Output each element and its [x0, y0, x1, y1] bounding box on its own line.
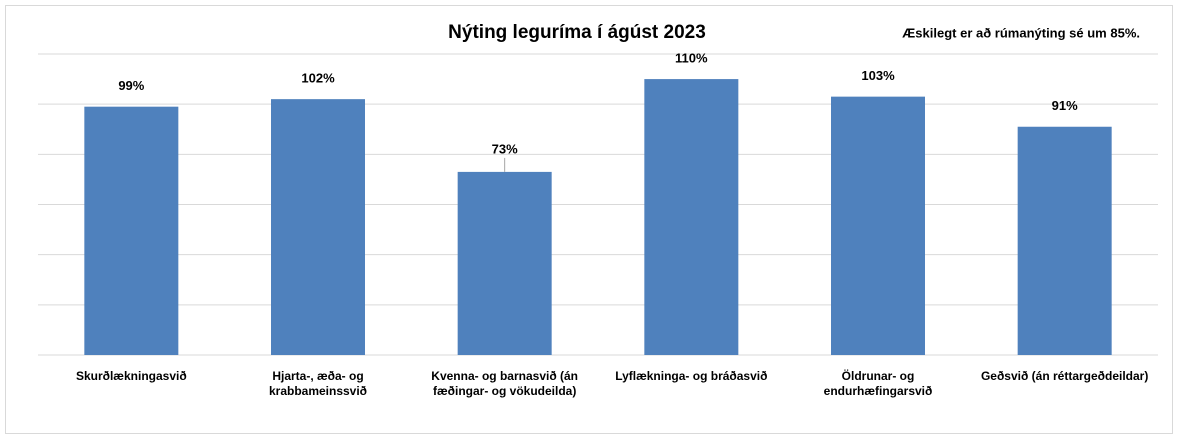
x-tick-label: Skurðlækningasvið	[75, 369, 187, 383]
bar	[457, 171, 552, 355]
x-tick-label: Geðsvið (án réttargeðdeildar)	[980, 369, 1149, 383]
data-label: 110%	[675, 51, 708, 66]
annotation: Æskilegt er að rúmanýting sé um 85%.	[902, 25, 1140, 40]
bar	[644, 79, 739, 355]
x-tick-label: Öldrunar- og endurhæfingarsvið	[823, 369, 933, 398]
bar	[84, 106, 179, 355]
x-tick-label: Kvenna- og barnasvið (án fæðingar- og vö…	[431, 369, 578, 398]
x-tick-label: Hjarta-, æða- og krabbameinssvið	[268, 369, 368, 398]
bar	[1017, 126, 1112, 355]
data-label: 99%	[118, 78, 144, 93]
data-label: 91%	[1052, 98, 1078, 113]
data-label: 103%	[861, 68, 895, 83]
chart-title: Nýting leguríma í ágúst 2023	[448, 22, 706, 43]
chart-border	[5, 5, 1173, 434]
data-label: 73%	[492, 141, 518, 156]
data-label: 102%	[301, 71, 335, 86]
bar	[831, 96, 925, 356]
bar	[271, 99, 365, 356]
x-tick-label: Lyflækninga- og bráðasvið	[615, 369, 768, 383]
